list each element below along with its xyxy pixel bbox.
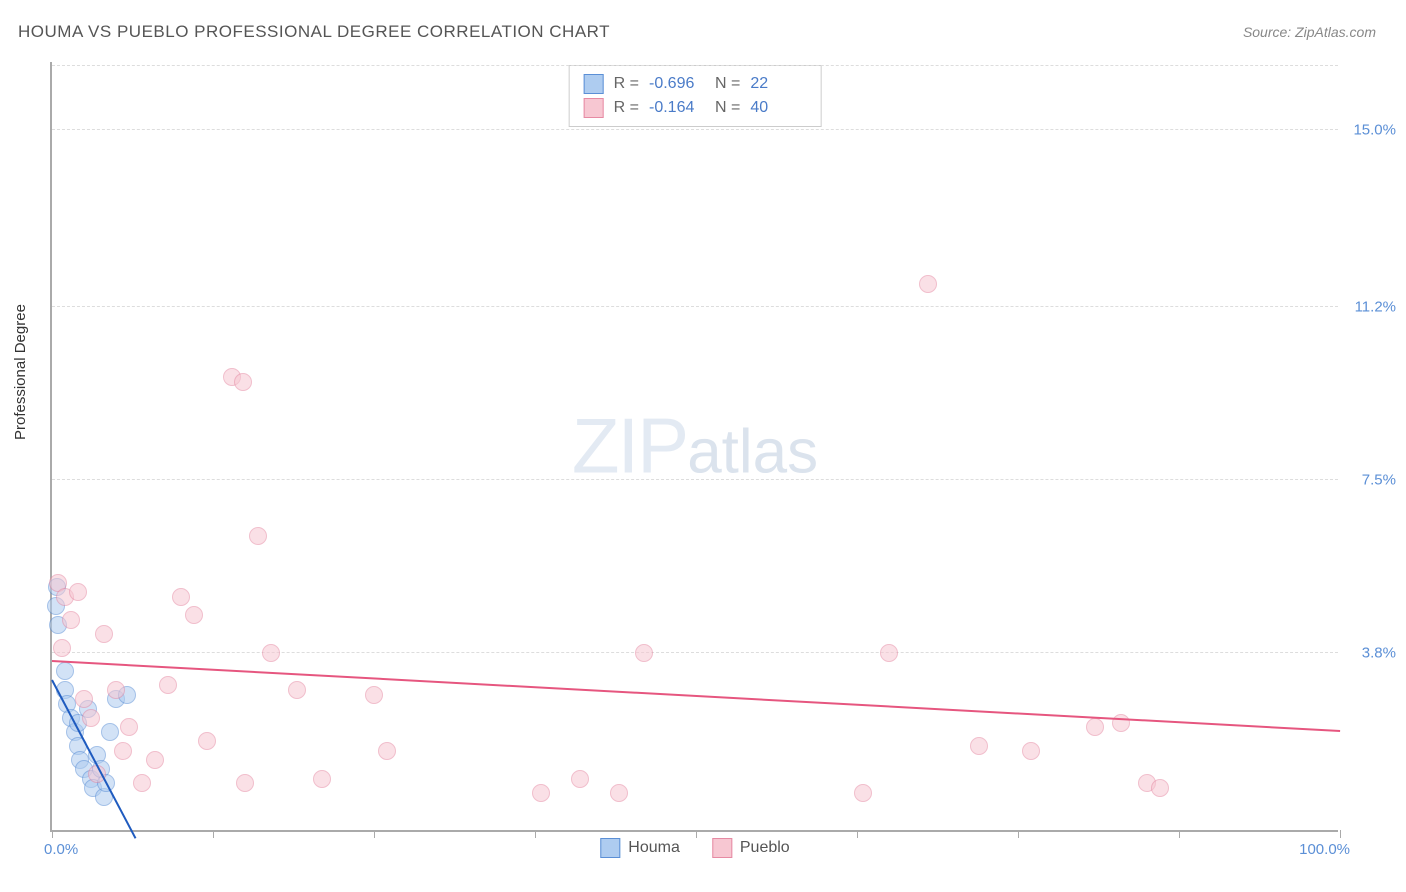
legend-label: Houma	[628, 839, 680, 857]
y-tick-label: 11.2%	[1344, 299, 1396, 316]
source-attribution: Source: ZipAtlas.com	[1243, 24, 1376, 40]
pueblo-marker	[854, 784, 872, 802]
x-min-label: 0.0%	[44, 841, 78, 858]
legend-label: Pueblo	[740, 839, 790, 857]
pueblo-marker	[62, 611, 80, 629]
gridline	[52, 479, 1338, 480]
pueblo-trend-line	[52, 660, 1340, 732]
pueblo-marker	[262, 644, 280, 662]
pueblo-marker	[120, 718, 138, 736]
correlation-chart: HOUMA VS PUEBLO PROFESSIONAL DEGREE CORR…	[0, 0, 1406, 892]
legend-item: Houma	[600, 838, 680, 858]
pueblo-marker	[880, 644, 898, 662]
x-tick	[535, 830, 536, 838]
houma-swatch	[600, 838, 620, 858]
x-tick	[696, 830, 697, 838]
pueblo-marker	[249, 527, 267, 545]
r-label: R =	[614, 99, 639, 117]
gridline	[52, 652, 1338, 653]
pueblo-marker	[185, 606, 203, 624]
pueblo-marker	[365, 686, 383, 704]
r-value: -0.696	[649, 75, 705, 93]
x-max-label: 100.0%	[1299, 841, 1350, 858]
pueblo-marker	[234, 373, 252, 391]
stats-row: R = -0.696 N = 22	[584, 72, 807, 96]
y-tick-label: 3.8%	[1344, 644, 1396, 661]
watermark: ZIPatlas	[572, 401, 818, 492]
pueblo-marker	[172, 588, 190, 606]
r-value: -0.164	[649, 99, 705, 117]
x-tick	[1018, 830, 1019, 838]
plot-area: ZIPatlas R =-0.696N =22R =-0.164N =40 0.…	[50, 62, 1338, 832]
x-tick	[1340, 830, 1341, 838]
pueblo-marker	[198, 732, 216, 750]
r-label: R =	[614, 75, 639, 93]
x-tick	[52, 830, 53, 838]
stats-legend: R = -0.696 N = 22 R = -0.164 N = 40	[569, 65, 822, 127]
x-tick	[213, 830, 214, 838]
gridline	[52, 65, 1338, 66]
houma-marker	[56, 662, 74, 680]
gridline	[52, 129, 1338, 130]
x-tick	[857, 830, 858, 838]
pueblo-swatch	[584, 98, 604, 118]
gridline	[52, 306, 1338, 307]
pueblo-marker	[69, 583, 87, 601]
pueblo-marker	[970, 737, 988, 755]
y-tick-label: 7.5%	[1344, 472, 1396, 489]
houma-marker	[101, 723, 119, 741]
n-label: N =	[715, 75, 740, 93]
watermark-atlas: atlas	[687, 418, 818, 487]
pueblo-marker	[82, 709, 100, 727]
n-label: N =	[715, 99, 740, 117]
pueblo-marker	[532, 784, 550, 802]
pueblo-marker	[75, 690, 93, 708]
pueblo-marker	[919, 275, 937, 293]
pueblo-marker	[1086, 718, 1104, 736]
pueblo-marker	[610, 784, 628, 802]
pueblo-marker	[53, 639, 71, 657]
pueblo-marker	[107, 681, 125, 699]
watermark-zip: ZIP	[572, 402, 687, 490]
pueblo-marker	[571, 770, 589, 788]
y-tick-label: 15.0%	[1344, 122, 1396, 139]
houma-swatch	[584, 74, 604, 94]
stats-row: R = -0.164 N = 40	[584, 96, 807, 120]
legend-item: Pueblo	[712, 838, 790, 858]
pueblo-marker	[133, 774, 151, 792]
pueblo-marker	[288, 681, 306, 699]
n-value: 22	[750, 75, 806, 93]
pueblo-swatch	[712, 838, 732, 858]
n-value: 40	[750, 99, 806, 117]
pueblo-marker	[1022, 742, 1040, 760]
x-tick	[1179, 830, 1180, 838]
pueblo-marker	[159, 676, 177, 694]
pueblo-marker	[635, 644, 653, 662]
pueblo-marker	[95, 625, 113, 643]
y-axis-label: Professional Degree	[12, 304, 29, 440]
pueblo-marker	[146, 751, 164, 769]
pueblo-marker	[378, 742, 396, 760]
series-legend: Houma Pueblo	[600, 838, 789, 858]
chart-title: HOUMA VS PUEBLO PROFESSIONAL DEGREE CORR…	[18, 22, 610, 42]
pueblo-marker	[114, 742, 132, 760]
pueblo-marker	[313, 770, 331, 788]
pueblo-marker	[1112, 714, 1130, 732]
x-tick	[374, 830, 375, 838]
pueblo-marker	[236, 774, 254, 792]
pueblo-marker	[1151, 779, 1169, 797]
